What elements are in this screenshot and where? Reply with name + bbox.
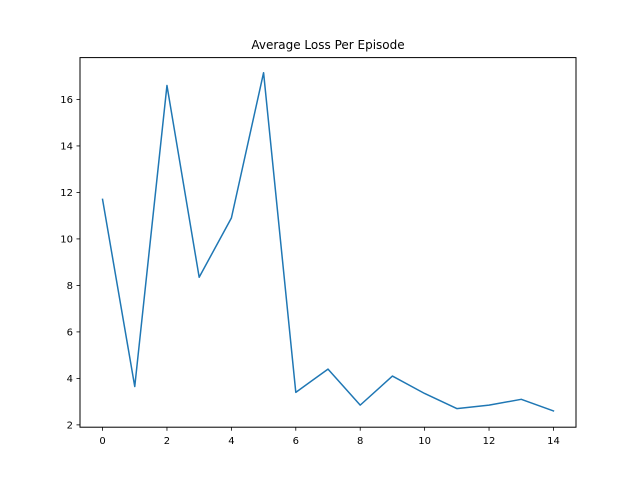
y-tick-label: 12 — [60, 188, 73, 199]
x-tick-label: 12 — [483, 436, 496, 447]
loss-series-line — [103, 73, 554, 411]
y-tick-label: 4 — [67, 374, 73, 385]
plot-area-frame — [80, 58, 576, 428]
y-tick-label: 10 — [60, 235, 73, 246]
x-tick-label: 14 — [547, 436, 560, 447]
y-tick-label: 8 — [67, 281, 73, 292]
y-tick-label: 6 — [67, 327, 73, 338]
y-tick-label: 16 — [60, 95, 73, 106]
x-tick-label: 8 — [357, 436, 363, 447]
x-tick-label: 0 — [99, 436, 105, 447]
x-tick-label: 4 — [228, 436, 234, 447]
y-tick-label: 2 — [67, 420, 73, 431]
chart-title: Average Loss Per Episode — [251, 38, 404, 52]
x-tick-label: 6 — [293, 436, 299, 447]
y-axis: 2 4 6 8 10 12 14 16 — [60, 95, 80, 431]
series-layer — [103, 73, 554, 411]
y-tick-label: 14 — [60, 142, 73, 153]
x-axis: 0 2 4 6 8 10 12 14 — [99, 427, 559, 447]
x-tick-label: 10 — [418, 436, 431, 447]
x-tick-label: 2 — [164, 436, 170, 447]
